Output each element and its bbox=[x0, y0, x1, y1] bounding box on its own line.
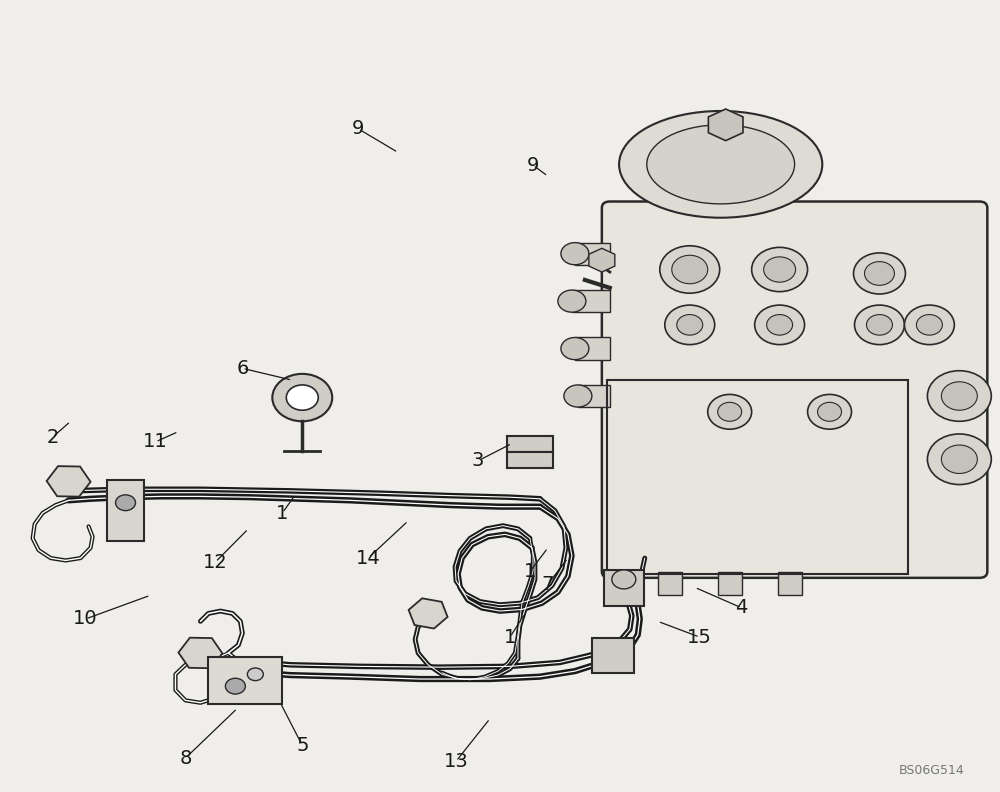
Text: 1: 1 bbox=[504, 627, 516, 646]
Text: 2: 2 bbox=[46, 428, 59, 447]
Text: 11: 11 bbox=[143, 432, 168, 451]
Text: 1: 1 bbox=[524, 562, 536, 581]
FancyBboxPatch shape bbox=[602, 201, 987, 578]
FancyBboxPatch shape bbox=[107, 480, 144, 542]
Text: 15: 15 bbox=[687, 627, 712, 646]
Circle shape bbox=[866, 314, 892, 335]
Circle shape bbox=[941, 382, 977, 410]
Bar bbox=[575, 242, 610, 265]
FancyBboxPatch shape bbox=[604, 570, 644, 607]
Bar bbox=[718, 572, 742, 596]
Circle shape bbox=[855, 305, 904, 345]
Text: 3: 3 bbox=[472, 451, 484, 470]
FancyBboxPatch shape bbox=[507, 452, 553, 468]
Text: 9: 9 bbox=[527, 156, 539, 175]
Circle shape bbox=[225, 678, 245, 694]
Circle shape bbox=[941, 445, 977, 474]
FancyBboxPatch shape bbox=[208, 657, 282, 703]
Text: 12: 12 bbox=[203, 553, 228, 572]
Bar bbox=[572, 290, 610, 312]
Circle shape bbox=[561, 242, 589, 265]
Bar bbox=[778, 572, 802, 596]
Circle shape bbox=[764, 257, 796, 282]
Circle shape bbox=[272, 374, 332, 421]
Text: 8: 8 bbox=[179, 748, 192, 767]
Ellipse shape bbox=[619, 111, 822, 218]
Circle shape bbox=[564, 385, 592, 407]
Circle shape bbox=[672, 255, 708, 284]
Text: 9: 9 bbox=[352, 120, 364, 139]
Circle shape bbox=[558, 290, 586, 312]
Circle shape bbox=[718, 402, 742, 421]
Circle shape bbox=[854, 253, 905, 294]
Circle shape bbox=[247, 668, 263, 680]
Text: 1: 1 bbox=[276, 504, 288, 523]
Circle shape bbox=[755, 305, 805, 345]
Circle shape bbox=[612, 570, 636, 589]
Bar bbox=[658, 572, 682, 596]
Circle shape bbox=[808, 394, 852, 429]
Bar bbox=[575, 337, 610, 360]
Text: 6: 6 bbox=[236, 359, 249, 378]
Circle shape bbox=[677, 314, 703, 335]
Circle shape bbox=[665, 305, 715, 345]
Circle shape bbox=[916, 314, 942, 335]
Circle shape bbox=[752, 247, 808, 291]
Circle shape bbox=[286, 385, 318, 410]
Circle shape bbox=[927, 434, 991, 485]
Circle shape bbox=[116, 495, 136, 511]
Text: 10: 10 bbox=[73, 610, 98, 629]
FancyBboxPatch shape bbox=[592, 638, 634, 672]
FancyBboxPatch shape bbox=[507, 436, 553, 452]
Circle shape bbox=[904, 305, 954, 345]
Text: 5: 5 bbox=[296, 736, 309, 755]
Text: 4: 4 bbox=[735, 599, 748, 618]
Circle shape bbox=[708, 394, 752, 429]
Ellipse shape bbox=[647, 125, 795, 204]
Bar bbox=[578, 385, 610, 407]
Circle shape bbox=[818, 402, 842, 421]
Circle shape bbox=[660, 246, 720, 293]
Text: 13: 13 bbox=[444, 752, 468, 771]
Circle shape bbox=[767, 314, 793, 335]
Circle shape bbox=[864, 261, 894, 285]
Text: 14: 14 bbox=[356, 549, 381, 568]
Circle shape bbox=[927, 371, 991, 421]
Text: BS06G514: BS06G514 bbox=[899, 764, 964, 777]
Text: 7: 7 bbox=[542, 575, 554, 594]
Circle shape bbox=[561, 337, 589, 360]
